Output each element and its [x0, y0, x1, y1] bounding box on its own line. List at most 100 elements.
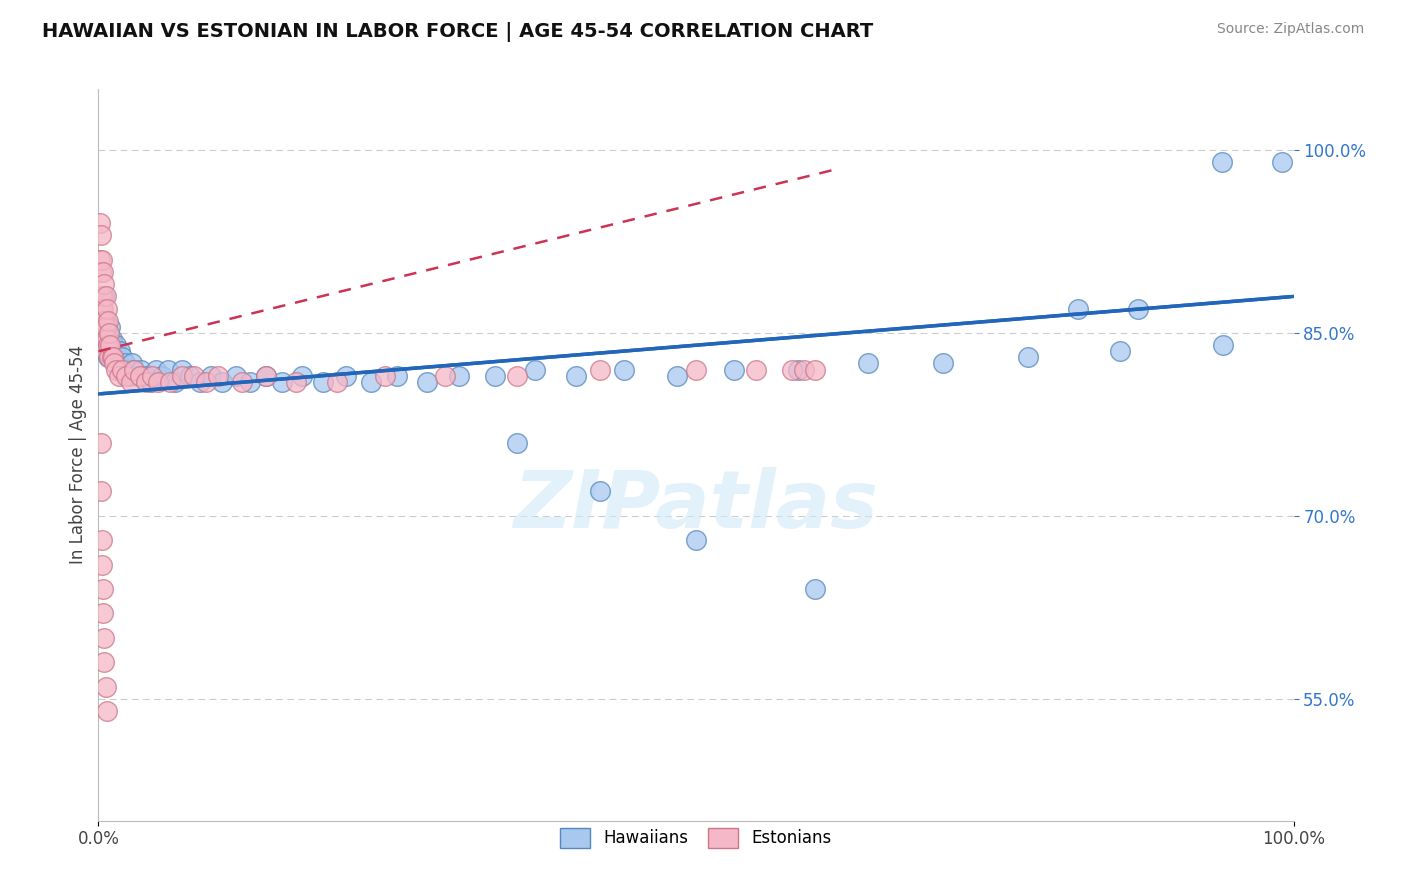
Point	[108, 344, 131, 359]
Point	[135, 375, 157, 389]
Point	[101, 351, 124, 365]
Point	[124, 362, 146, 376]
Point	[98, 326, 121, 340]
Point	[91, 289, 114, 303]
Point	[100, 351, 122, 365]
Point	[131, 362, 153, 376]
Point	[93, 655, 115, 669]
Point	[94, 680, 117, 694]
Point	[93, 289, 115, 303]
Point	[91, 582, 114, 596]
Point	[97, 351, 120, 365]
Point	[1109, 344, 1132, 359]
Point	[90, 228, 112, 243]
Point	[91, 314, 114, 328]
Point	[93, 314, 115, 328]
Point	[91, 314, 114, 328]
Point	[89, 308, 111, 322]
Point	[96, 332, 118, 346]
Point	[103, 357, 125, 371]
Point	[90, 435, 112, 450]
Point	[91, 607, 114, 621]
Point	[94, 338, 117, 352]
Point	[107, 351, 129, 365]
Point	[90, 265, 112, 279]
Point	[91, 326, 114, 340]
Point	[96, 704, 118, 718]
Point	[856, 357, 879, 371]
Point	[98, 344, 122, 359]
Point	[98, 338, 122, 352]
Point	[231, 375, 253, 389]
Point	[118, 368, 141, 383]
Point	[105, 338, 128, 352]
Point	[665, 368, 688, 383]
Point	[312, 375, 335, 389]
Text: HAWAIIAN VS ESTONIAN IN LABOR FORCE | AGE 45-54 CORRELATION CHART: HAWAIIAN VS ESTONIAN IN LABOR FORCE | AG…	[42, 22, 873, 42]
Point	[91, 558, 114, 572]
Point	[115, 368, 138, 383]
Point	[121, 357, 143, 371]
Point	[97, 314, 120, 328]
Text: ZIPatlas: ZIPatlas	[513, 467, 879, 545]
Point	[97, 338, 120, 352]
Point	[360, 375, 382, 389]
Point	[172, 368, 194, 383]
Point	[1211, 155, 1233, 169]
Point	[804, 362, 827, 376]
Point	[1067, 301, 1090, 316]
Point	[91, 326, 114, 340]
Point	[416, 375, 439, 389]
Point	[254, 368, 277, 383]
Point	[385, 368, 409, 383]
Point	[115, 362, 138, 376]
Text: Source: ZipAtlas.com: Source: ZipAtlas.com	[1216, 22, 1364, 37]
Point	[374, 368, 396, 383]
Point	[135, 368, 157, 383]
Point	[94, 344, 117, 359]
Point	[200, 368, 222, 383]
Point	[254, 368, 277, 383]
Point	[90, 295, 112, 310]
Point	[1128, 301, 1150, 316]
Point	[172, 362, 194, 376]
Point	[90, 320, 112, 334]
Point	[284, 375, 307, 389]
Point	[139, 375, 162, 389]
Point	[141, 368, 163, 383]
Point	[685, 533, 707, 548]
Point	[183, 368, 205, 383]
Point	[589, 484, 612, 499]
Point	[613, 362, 636, 376]
Point	[156, 362, 179, 376]
Point	[239, 375, 262, 389]
Point	[100, 332, 122, 346]
Point	[793, 362, 815, 376]
Point	[105, 362, 128, 376]
Point	[107, 357, 129, 371]
Point	[145, 362, 167, 376]
Point	[107, 368, 129, 383]
Point	[91, 533, 114, 548]
Y-axis label: In Labor Force | Age 45-54: In Labor Force | Age 45-54	[69, 345, 87, 565]
Point	[271, 375, 294, 389]
Point	[98, 332, 121, 346]
Point	[804, 582, 827, 596]
Point	[211, 375, 233, 389]
Point	[506, 435, 529, 450]
Point	[1212, 338, 1234, 352]
Point	[93, 338, 115, 352]
Point	[685, 362, 707, 376]
Point	[124, 362, 146, 376]
Point	[93, 631, 115, 645]
Point	[96, 301, 118, 316]
Point	[127, 368, 149, 383]
Point	[94, 320, 117, 334]
Point	[96, 320, 118, 334]
Point	[150, 368, 173, 383]
Point	[589, 362, 612, 376]
Point	[148, 375, 170, 389]
Point	[523, 362, 546, 376]
Point	[207, 368, 229, 383]
Point	[745, 362, 768, 376]
